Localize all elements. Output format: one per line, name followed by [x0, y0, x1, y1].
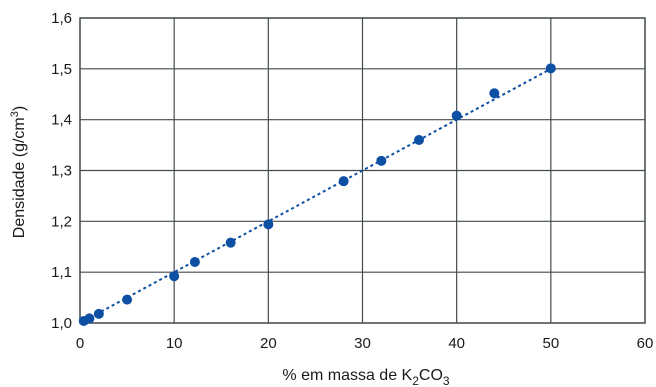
- plot-area: [79, 17, 646, 324]
- x-tick-label: 20: [260, 335, 277, 352]
- data-point: [451, 110, 462, 121]
- y-axis-title: Densidade (g/cm3): [9, 106, 28, 238]
- x-tick-label: 50: [542, 335, 559, 352]
- data-point: [545, 63, 556, 74]
- data-point: [93, 308, 104, 319]
- y-tick-label: 1,2: [51, 213, 72, 230]
- x-tick-label: 60: [637, 335, 654, 352]
- y-tick-label: 1,0: [51, 315, 72, 332]
- data-point: [84, 313, 95, 324]
- data-points: [78, 63, 556, 326]
- data-point: [263, 219, 274, 230]
- x-tick-label: 40: [448, 335, 465, 352]
- data-point: [338, 176, 349, 187]
- data-point: [189, 257, 200, 267]
- data-point: [122, 294, 133, 305]
- y-tick-label: 1,3: [51, 163, 72, 180]
- x-tick-label: 30: [354, 335, 371, 352]
- y-tick-label: 1,1: [51, 264, 72, 281]
- x-tick-label: 10: [166, 335, 183, 352]
- trend-line: [79, 67, 552, 324]
- y-tick-label: 1,4: [51, 112, 72, 129]
- y-tick-labels: 1,0 1,1 1,2 1,3 1,4 1,5 1,6: [51, 10, 72, 332]
- y-tick-label: 1,6: [51, 10, 72, 27]
- data-point: [225, 237, 236, 248]
- data-point: [169, 271, 180, 282]
- data-point: [489, 88, 500, 99]
- data-point: [376, 155, 387, 166]
- x-axis-title: % em massa de K2CO3: [282, 367, 450, 387]
- x-tick-labels: 0 10 20 30 40 50 60: [76, 335, 654, 352]
- x-tick-label: 0: [76, 335, 84, 352]
- data-point: [414, 135, 424, 145]
- y-tick-label: 1,5: [51, 61, 72, 78]
